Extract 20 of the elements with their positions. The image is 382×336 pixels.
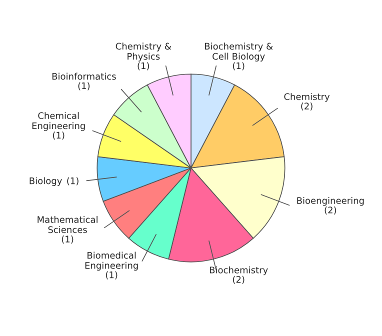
slice-label: Biology xyxy=(30,177,62,186)
slice-label: Chemistry & Physics xyxy=(116,42,172,62)
slice-label: Bioinformatics xyxy=(52,72,116,80)
data-label: (1) xyxy=(62,236,74,244)
slice-label: Chemistry xyxy=(284,93,330,102)
data-label: (2) xyxy=(232,276,244,284)
slice-label: Chemical Engineering xyxy=(32,112,85,131)
slice-label: Biomedical Engineering xyxy=(85,252,138,271)
slice-label: Mathematical Sciences xyxy=(38,216,98,234)
data-label: (1) xyxy=(138,62,150,70)
data-label: (1) xyxy=(106,271,118,280)
data-label: (2) xyxy=(324,206,336,214)
data-label: (1) xyxy=(232,62,244,70)
slice-label: Biochemistry & Cell Biology xyxy=(205,42,273,62)
data-label: (1) xyxy=(67,177,78,186)
slice-label: Bioengineering xyxy=(297,197,364,206)
data-label: (2) xyxy=(301,102,312,111)
slice-label: Biochemistry xyxy=(210,266,268,276)
data-label: (1) xyxy=(52,132,64,140)
data-label: (1) xyxy=(78,82,90,90)
